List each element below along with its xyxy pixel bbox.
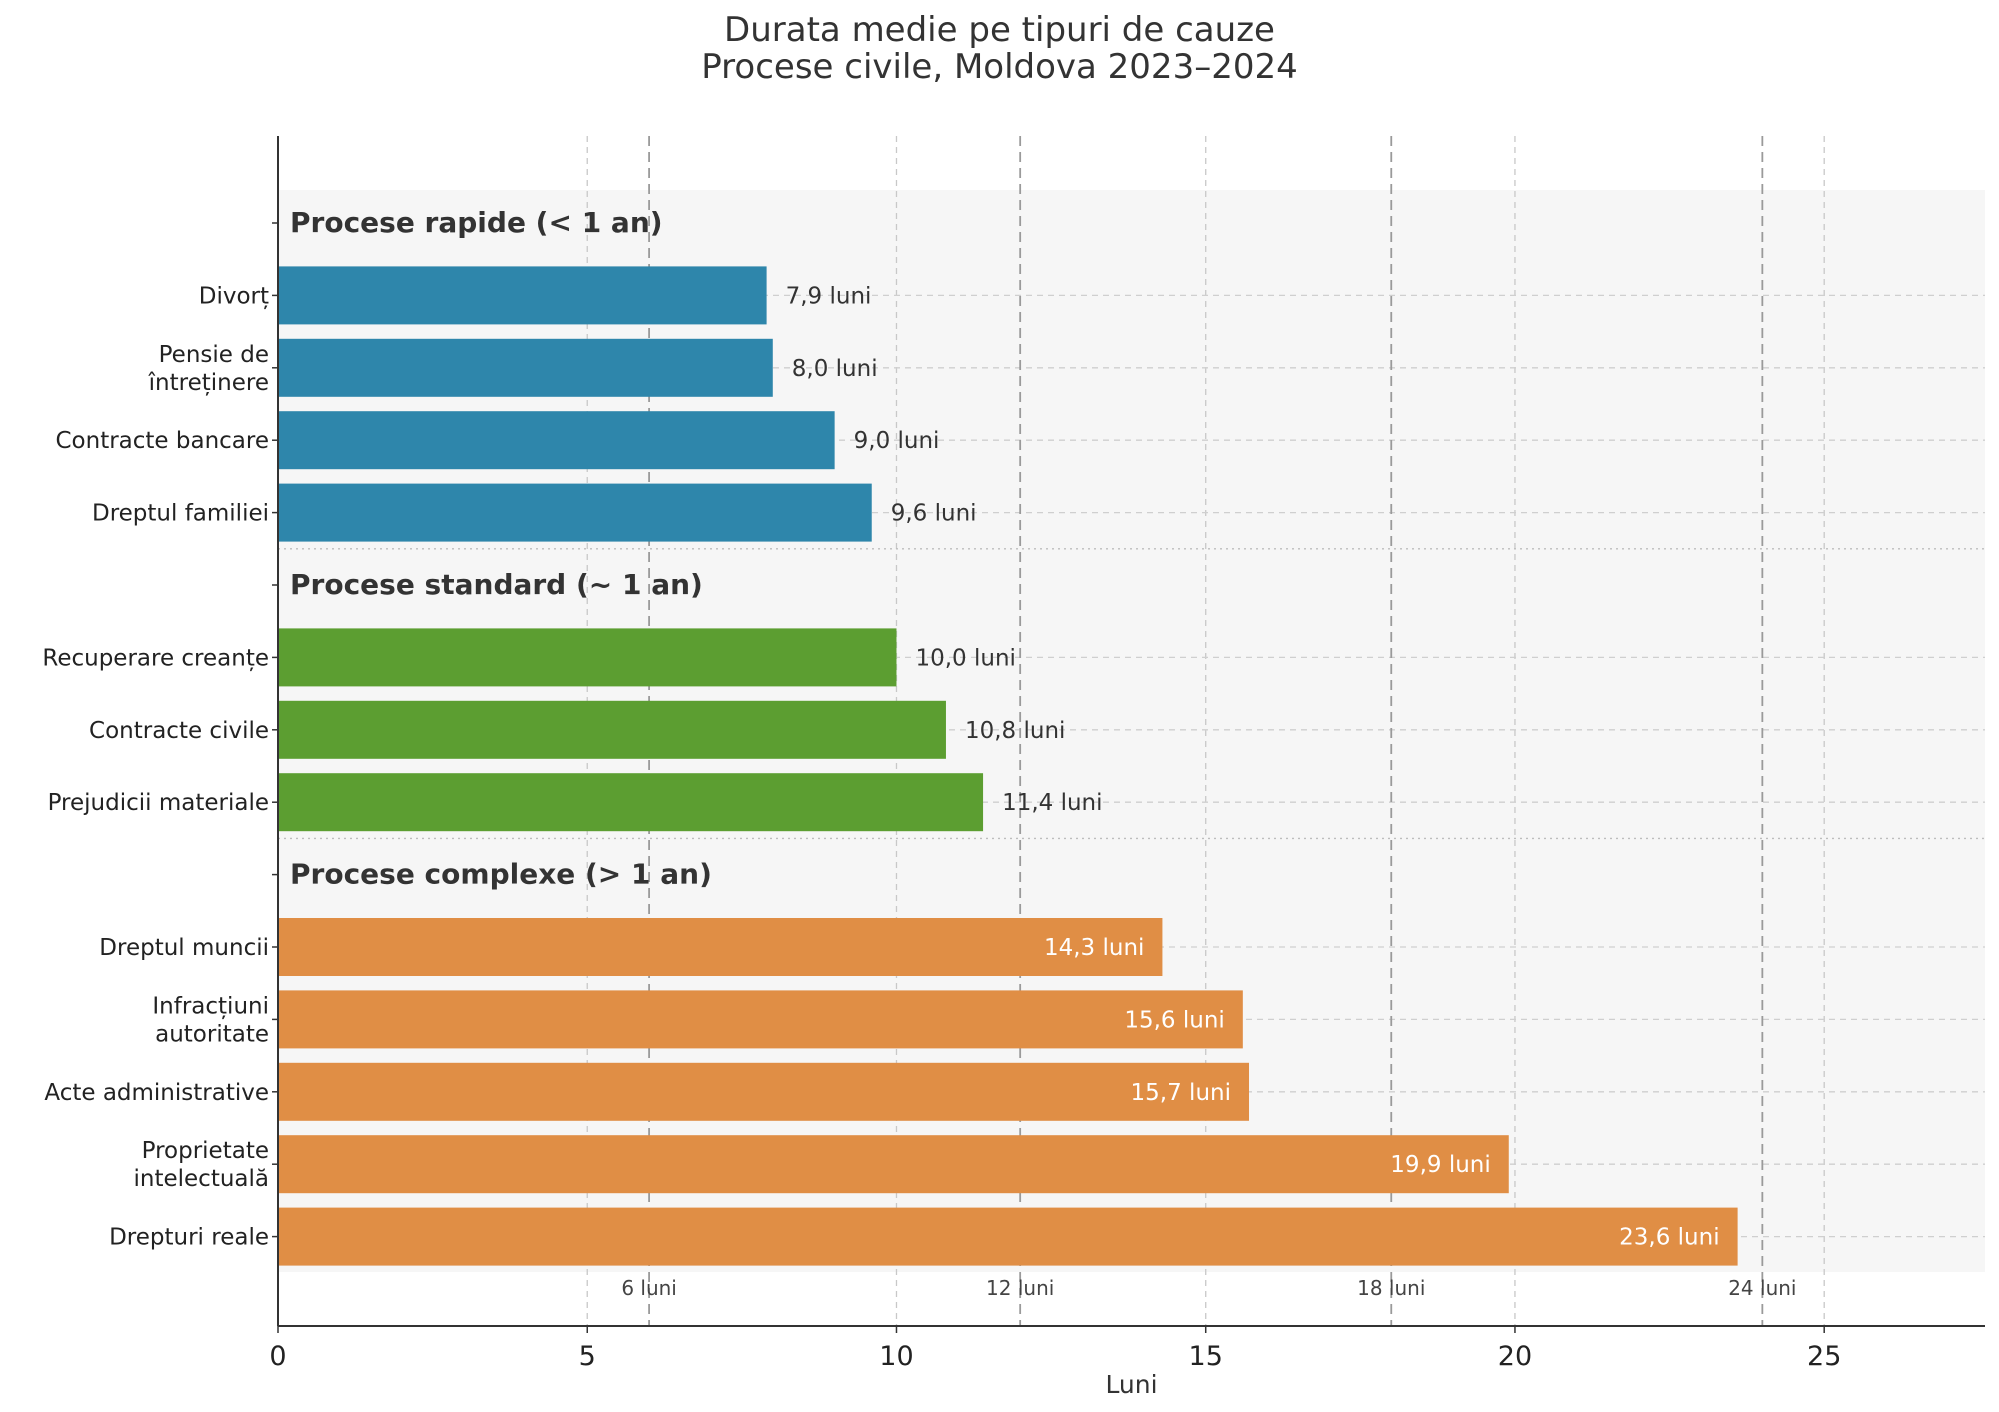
category-label: Infracțiuni: [152, 993, 269, 1019]
bar-value-label: 9,6 luni: [891, 501, 977, 527]
category-label: Proprietate: [142, 1138, 269, 1164]
bar-0-0: [278, 266, 767, 325]
category-label: Dreptul familiei: [92, 501, 269, 527]
reference-line-label-1: 12 luni: [986, 1276, 1054, 1300]
bar-value-label: 15,6 luni: [1124, 1007, 1224, 1033]
category-label: Divorț: [199, 283, 269, 309]
group-header-0: Procese rapide (< 1 an): [290, 206, 663, 239]
category-label: întreținere: [148, 370, 269, 396]
bar-value-label: 23,6 luni: [1619, 1225, 1719, 1251]
bar-1-2: [278, 773, 984, 832]
bar-value-label: 11,4 luni: [1002, 790, 1102, 816]
category-label: Drepturi reale: [109, 1225, 269, 1251]
bar-value-label: 14,3 luni: [1044, 935, 1144, 961]
bar-2-3: [278, 1135, 1509, 1194]
x-tick-label-3: 15: [1189, 1341, 1223, 1372]
x-tick-label-1: 5: [579, 1341, 596, 1372]
chart-title: Durata medie pe tipuri de cauze: [724, 10, 1275, 50]
bar-2-2: [278, 1062, 1250, 1121]
reference-line-label-0: 6 luni: [621, 1276, 677, 1300]
category-label: Recuperare creanțe: [42, 645, 269, 671]
bar-0-2: [278, 411, 835, 470]
bar-value-label: 7,9 luni: [786, 283, 872, 309]
category-label: Dreptul muncii: [99, 935, 269, 961]
bar-value-label: 15,7 luni: [1131, 1080, 1231, 1106]
category-label: Pensie de: [159, 342, 269, 368]
reference-line-label-3: 24 luni: [1728, 1276, 1796, 1300]
reference-line-label-2: 18 luni: [1357, 1276, 1425, 1300]
x-tick-label-4: 20: [1498, 1341, 1532, 1372]
category-label: Prejudicii materiale: [48, 790, 269, 816]
bar-value-label: 9,0 luni: [854, 428, 940, 454]
bar-value-label: 8,0 luni: [792, 356, 878, 382]
x-tick-label-5: 25: [1807, 1341, 1841, 1372]
bar-value-label: 19,9 luni: [1390, 1152, 1490, 1178]
bar-2-1: [278, 990, 1243, 1049]
group-header-2: Procese complexe (> 1 an): [290, 858, 712, 891]
x-tick-label-0: 0: [269, 1341, 286, 1372]
x-axis-title: Luni: [1105, 1370, 1157, 1399]
bar-0-3: [278, 483, 872, 542]
bar-value-label: 10,0 luni: [915, 645, 1015, 671]
chart-subtitle: Procese civile, Moldova 2023–2024: [701, 47, 1298, 87]
bar-value-label: 10,8 luni: [965, 718, 1065, 744]
bar-0-1: [278, 338, 773, 397]
bar-2-4: [278, 1207, 1738, 1266]
category-label: Contracte civile: [89, 718, 269, 744]
category-label: Contracte bancare: [55, 428, 269, 454]
category-label: autoritate: [155, 1021, 269, 1047]
category-label: Acte administrative: [44, 1080, 269, 1106]
bar-1-1: [278, 700, 946, 759]
bar-1-0: [278, 628, 897, 687]
bar-2-0: [278, 918, 1163, 976]
category-label: intelectuală: [134, 1166, 270, 1192]
group-header-1: Procese standard (~ 1 an): [290, 568, 703, 601]
x-tick-label-2: 10: [879, 1341, 913, 1372]
